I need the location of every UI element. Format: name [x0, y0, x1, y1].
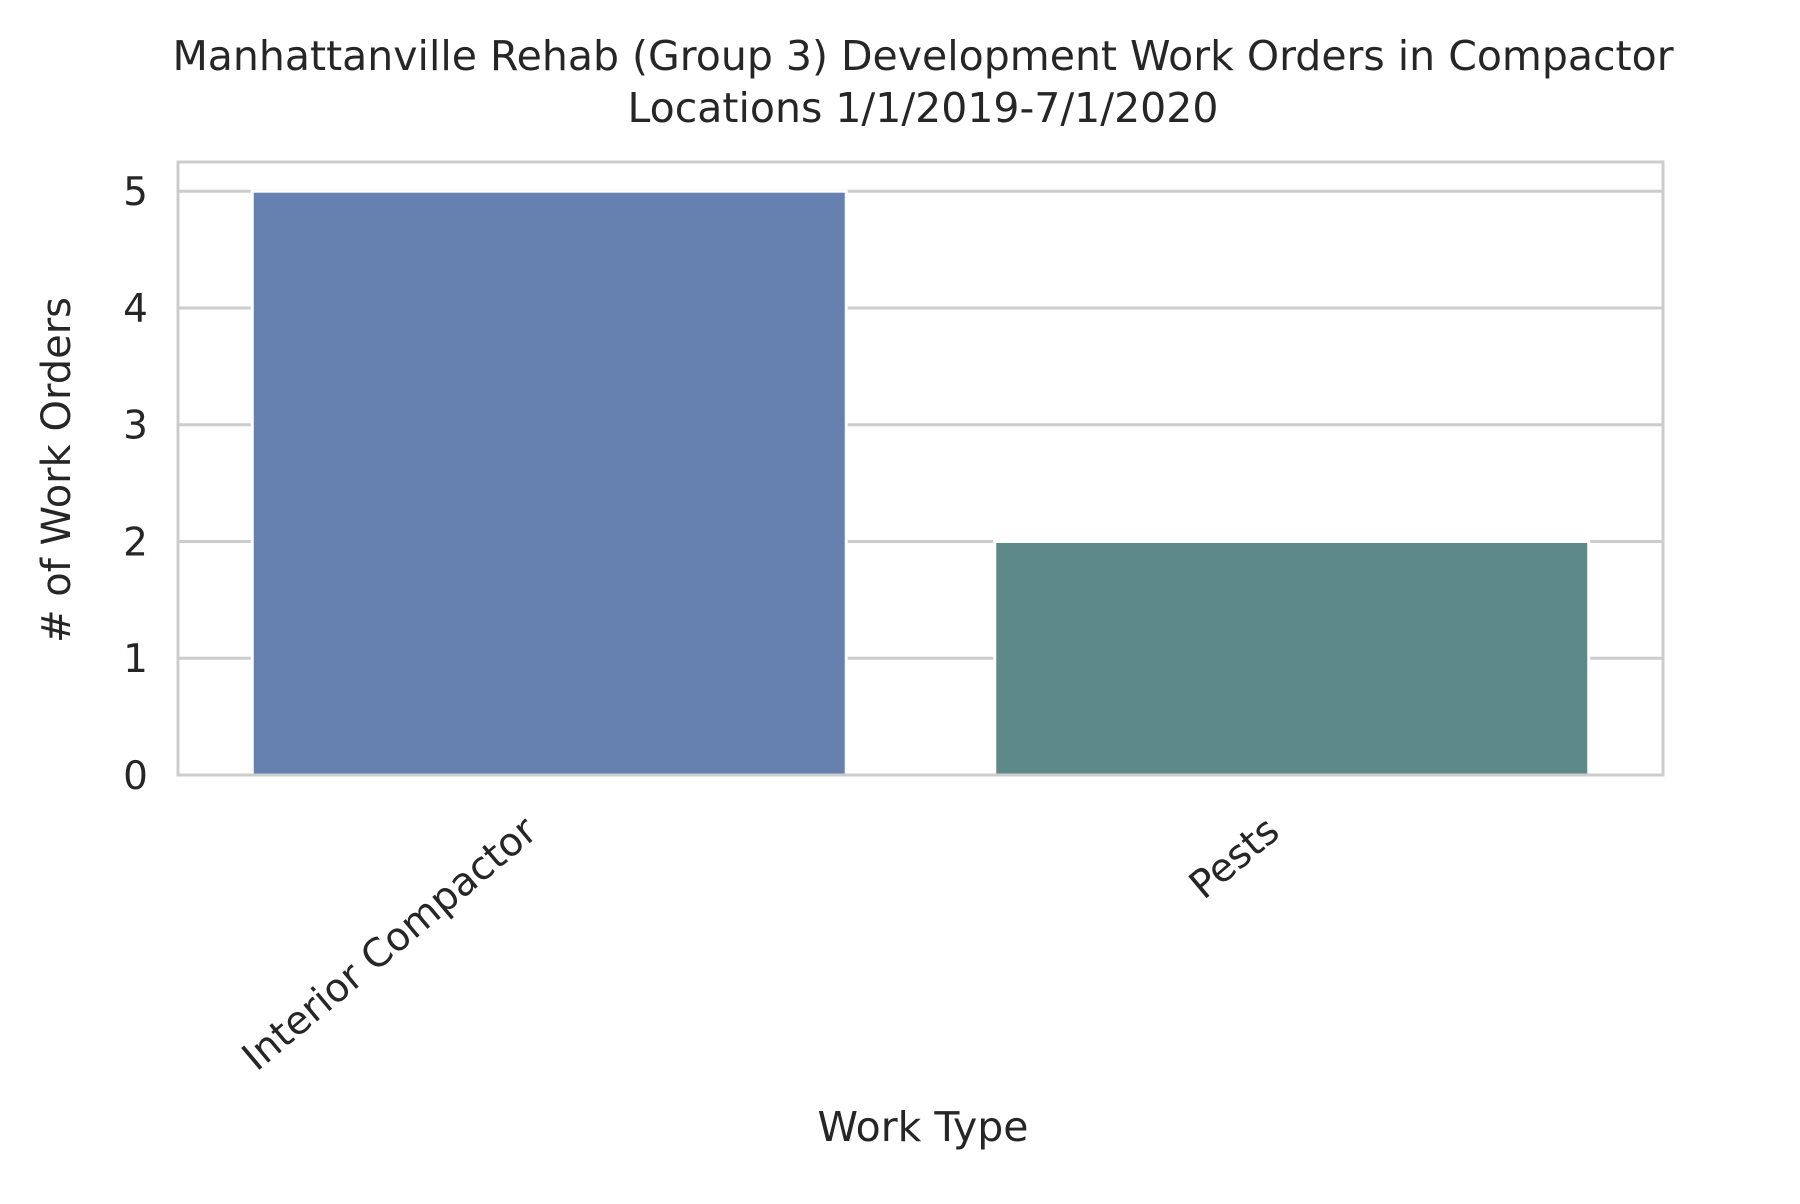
bar-pests: [993, 539, 1591, 777]
x-axis-label: Work Type: [817, 1103, 1028, 1151]
y-axis-label: # of Work Orders: [34, 297, 80, 643]
y-tick-label-0: 0: [123, 754, 148, 799]
y-tick-label-3: 3: [123, 404, 148, 449]
bars: [250, 189, 1591, 777]
chart-title: Manhattanville Rehab (Group 3) Developme…: [172, 32, 1673, 132]
y-tick-label-4: 4: [123, 287, 148, 332]
y-tick-label-1: 1: [123, 637, 148, 682]
y-tick-label-2: 2: [123, 520, 148, 565]
y-tick-labels: 0 1 2 3 4 5: [123, 170, 148, 799]
chart-title-line-2: Locations 1/1/2019-7/1/2020: [628, 84, 1219, 132]
plot-frame: [176, 160, 1665, 777]
bar-interior-compactor: [250, 189, 848, 777]
plot-border: [176, 160, 1665, 777]
chart-title-line-1: Manhattanville Rehab (Group 3) Developme…: [172, 32, 1673, 80]
y-tick-label-5: 5: [123, 170, 148, 215]
